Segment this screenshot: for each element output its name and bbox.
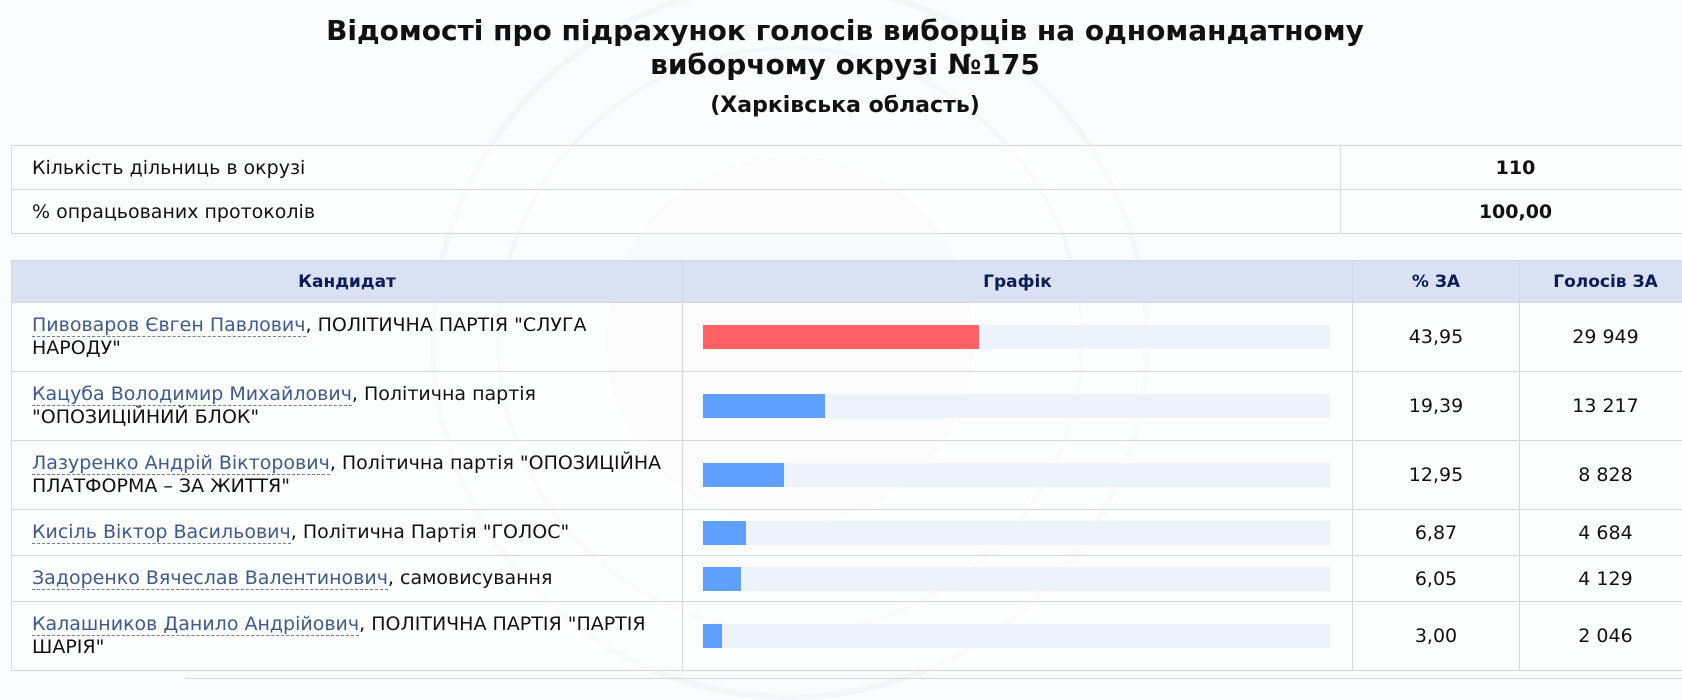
table-row: Пивоваров Євген Павлович, ПОЛІТИЧНА ПАРТ… [12,303,1682,372]
summary-row-protocols-processed: % опрацьованих протоколів 100,00 [12,190,1682,234]
graph-cell [683,510,1353,556]
percent-value: 19,39 [1353,372,1520,441]
vote-bar-track [703,394,1330,418]
summary-label: Кількість дільниць в окрузі [12,146,1341,190]
vote-bar [703,521,746,545]
results-header-row: Кандидат Графік % ЗА Голосів ЗА [12,261,1682,303]
vote-bar [703,624,722,648]
vote-bar-track [703,521,1330,545]
vote-bar [703,325,979,349]
candidate-name-link[interactable]: Лазуренко Андрій Вікторович [32,452,330,475]
percent-value: 6,87 [1353,510,1520,556]
graph-cell [683,556,1353,602]
candidate-cell: Калашников Данило Андрійович, ПОЛІТИЧНА … [12,602,683,671]
vote-bar [703,567,741,591]
candidate-party: , Політична Партія "ГОЛОС" [291,521,570,543]
vote-bar [703,394,825,418]
candidate-name-link[interactable]: Кисіль Віктор Васильович [32,521,291,544]
candidate-name-link[interactable]: Калашников Данило Андрійович [32,613,359,636]
graph-cell [683,602,1353,671]
vote-bar [703,463,784,487]
vote-bar-track [703,624,1330,648]
votes-value: 2 046 [1520,602,1682,671]
votes-value: 13 217 [1520,372,1682,441]
table-row: Задоренко Вячеслав Валентинович, самовис… [12,556,1682,602]
percent-value: 3,00 [1353,602,1520,671]
table-row: Кацуба Володимир Михайлович, Політична п… [12,372,1682,441]
candidate-cell: Задоренко Вячеслав Валентинович, самовис… [12,556,683,602]
summary-table: Кількість дільниць в окрузі 110 % опраць… [11,145,1682,234]
percent-value: 6,05 [1353,556,1520,602]
vote-bar-track [703,325,1330,349]
graph-cell [683,441,1353,510]
votes-value: 29 949 [1520,303,1682,372]
percent-value: 43,95 [1353,303,1520,372]
page-title-line1: Відомості про підрахунок голосів виборці… [0,14,1682,48]
results-table: Кандидат Графік % ЗА Голосів ЗА Пивоваро… [11,260,1682,671]
percent-value: 12,95 [1353,441,1520,510]
candidate-party: , самовисування [388,567,552,589]
votes-value: 4 684 [1520,510,1682,556]
votes-value: 8 828 [1520,441,1682,510]
column-header-votes: Голосів ЗА [1520,261,1682,303]
candidate-cell: Кацуба Володимир Михайлович, Політична п… [12,372,683,441]
graph-cell [683,372,1353,441]
summary-value: 100,00 [1341,190,1682,234]
table-row: Лазуренко Андрій Вікторович, Політична п… [12,441,1682,510]
candidate-cell: Пивоваров Євген Павлович, ПОЛІТИЧНА ПАРТ… [12,303,683,372]
summary-row-polling-stations: Кількість дільниць в окрузі 110 [12,146,1682,190]
table-row: Калашников Данило Андрійович, ПОЛІТИЧНА … [12,602,1682,671]
candidate-cell: Лазуренко Андрій Вікторович, Політична п… [12,441,683,510]
vote-bar-track [703,567,1330,591]
graph-cell [683,303,1353,372]
page-title-line2: виборчому окрузі №175 [0,48,1682,82]
candidate-name-link[interactable]: Пивоваров Євген Павлович [32,314,306,337]
candidate-name-link[interactable]: Кацуба Володимир Михайлович [32,383,352,406]
summary-value: 110 [1341,146,1682,190]
candidate-name-link[interactable]: Задоренко Вячеслав Валентинович [32,567,388,590]
divider [185,678,1682,679]
summary-label: % опрацьованих протоколів [12,190,1341,234]
votes-value: 4 129 [1520,556,1682,602]
column-header-percent: % ЗА [1353,261,1520,303]
candidate-cell: Кисіль Віктор Васильович, Політична Парт… [12,510,683,556]
vote-bar-track [703,463,1330,487]
column-header-candidate: Кандидат [12,261,683,303]
column-header-graph: Графік [683,261,1353,303]
page-subtitle: (Харківська область) [0,92,1682,120]
page-title: Відомості про підрахунок голосів виборці… [0,14,1682,82]
table-row: Кисіль Віктор Васильович, Політична Парт… [12,510,1682,556]
page: Відомості про підрахунок голосів виборці… [0,0,1682,681]
